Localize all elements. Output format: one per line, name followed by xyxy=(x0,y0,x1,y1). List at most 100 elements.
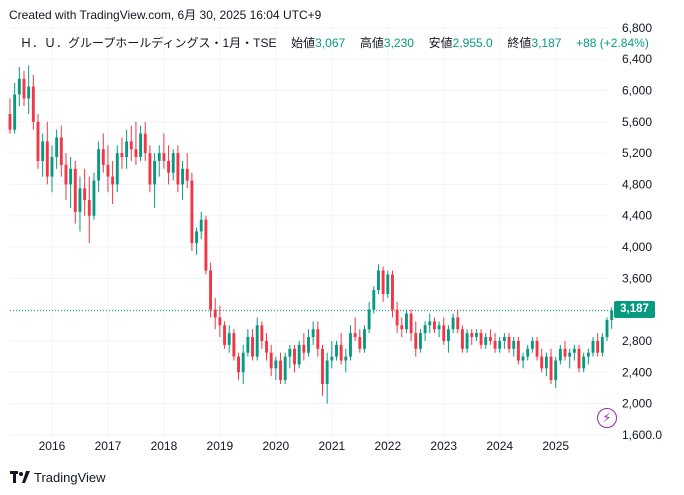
candle xyxy=(255,317,259,361)
candle xyxy=(568,348,572,369)
candle-body xyxy=(45,141,49,177)
candle xyxy=(185,153,189,189)
candle-body xyxy=(558,348,562,361)
candle-body xyxy=(283,356,287,381)
candle xyxy=(167,145,171,185)
candle-body xyxy=(153,160,157,185)
candle-body xyxy=(297,344,301,365)
candle xyxy=(83,168,87,216)
candle-body xyxy=(111,176,115,185)
candle xyxy=(339,333,343,365)
candle xyxy=(535,337,539,361)
candle xyxy=(27,65,31,114)
year-tick-label: 2017 xyxy=(95,439,122,453)
candle xyxy=(288,344,292,369)
candle xyxy=(446,325,450,353)
candle xyxy=(507,333,511,353)
candle-body xyxy=(404,313,408,330)
candle xyxy=(554,356,558,388)
candle xyxy=(115,145,119,193)
candle xyxy=(381,266,385,302)
candle xyxy=(55,129,59,169)
candle xyxy=(171,149,175,181)
price-tick-label: 6,800 xyxy=(622,21,652,35)
candle-body xyxy=(605,320,609,338)
candle-body xyxy=(544,356,548,369)
candle xyxy=(36,114,40,169)
candle xyxy=(232,329,236,361)
candle-body xyxy=(241,352,245,373)
candle-body xyxy=(162,153,166,161)
candle-body xyxy=(582,356,586,369)
price-tick-label: 4,000 xyxy=(622,240,652,254)
candle-body xyxy=(209,270,213,310)
candle-body xyxy=(316,329,320,349)
candle xyxy=(521,352,525,369)
candle xyxy=(600,333,604,357)
candle xyxy=(437,321,441,338)
candle xyxy=(558,344,562,365)
candle-body xyxy=(381,270,385,294)
candle xyxy=(176,145,180,193)
candle xyxy=(451,313,455,334)
candle xyxy=(157,145,161,177)
candle-body xyxy=(335,344,338,357)
tradingview-logo-icon xyxy=(10,471,30,486)
candle xyxy=(246,329,250,357)
candle-body xyxy=(451,317,455,330)
candle-body xyxy=(479,333,483,345)
candle-body xyxy=(143,133,147,154)
candle xyxy=(577,344,581,373)
candle-body xyxy=(125,141,129,158)
candle xyxy=(209,262,213,318)
candle xyxy=(335,340,338,361)
candle xyxy=(22,70,26,107)
candle xyxy=(181,160,185,201)
candle xyxy=(428,313,432,334)
candle-body xyxy=(181,168,185,185)
candle-body xyxy=(456,317,460,330)
candle-body xyxy=(31,86,35,122)
candle xyxy=(265,333,268,361)
candle xyxy=(190,172,194,251)
candle-body xyxy=(204,219,208,271)
lightning-bolt-icon[interactable]: ⚡ xyxy=(597,408,617,428)
price-axis[interactable]: 6,800 6,400 6,000 5,600 5,200 4,800 4,400 4,000… xyxy=(622,21,662,442)
year-tick-label: 2022 xyxy=(374,439,401,453)
candle xyxy=(395,301,399,334)
candle xyxy=(279,352,282,384)
candle-body xyxy=(600,337,604,353)
open-value: 3,067 xyxy=(315,36,346,50)
candle-body xyxy=(41,141,45,161)
candle xyxy=(101,133,105,173)
candle xyxy=(549,348,553,384)
time-axis[interactable]: 2016 2017 2018 2019 2020 2021 2022 2023 2024 2025 xyxy=(39,439,570,453)
candle-body xyxy=(591,340,595,353)
candle-body xyxy=(330,356,334,361)
candle xyxy=(512,337,516,357)
candle-body xyxy=(530,340,534,349)
candle xyxy=(344,348,348,373)
chart-grid xyxy=(10,24,607,438)
candle xyxy=(41,133,45,177)
tradingview-brand[interactable]: TradingView xyxy=(10,470,106,486)
candle-body xyxy=(418,333,422,349)
candle xyxy=(293,344,296,373)
candle xyxy=(143,121,147,161)
candle xyxy=(120,137,124,169)
candle xyxy=(64,153,68,201)
candle xyxy=(610,307,614,329)
candle xyxy=(283,352,287,384)
candle xyxy=(269,344,273,377)
candle-body xyxy=(460,329,464,349)
candle xyxy=(423,321,427,341)
candle-body xyxy=(185,168,189,181)
candle xyxy=(479,329,483,349)
candle xyxy=(195,227,199,255)
candle xyxy=(87,176,91,244)
candle xyxy=(484,333,488,349)
candle-body xyxy=(120,153,124,158)
candle-body xyxy=(344,356,348,361)
created-caption: Created with TradingView.com, 6月 30, 202… xyxy=(9,8,322,22)
